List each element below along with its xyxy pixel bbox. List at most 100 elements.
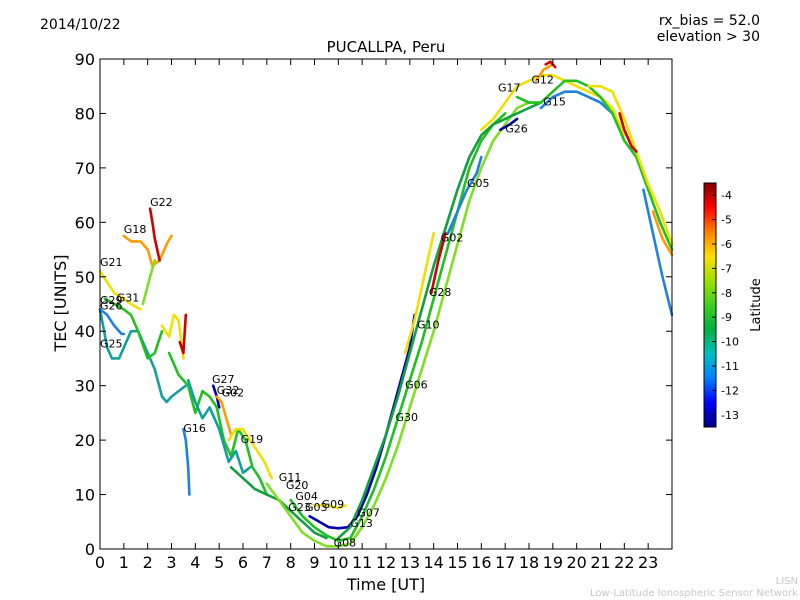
x-tick-label: 2 — [143, 553, 153, 572]
point-label-g23: G23 — [288, 501, 311, 514]
series-line-g17y — [160, 313, 185, 360]
point-label-g04: G04 — [295, 490, 318, 503]
series-line-g02 — [429, 231, 447, 295]
series-line-g06 — [336, 101, 543, 540]
x-tick-label: 15 — [447, 553, 467, 572]
series-line-g32 — [215, 395, 233, 437]
series-line-g22b — [141, 259, 157, 306]
x-tick-label: 7 — [262, 553, 272, 572]
point-label-g06: G06 — [405, 378, 428, 391]
y-tick-label: 40 — [75, 322, 95, 341]
series-line-g29 — [98, 308, 126, 336]
series-line-g18 — [122, 234, 173, 268]
x-tick-label: 6 — [238, 553, 248, 572]
x-tick-label: 12 — [376, 553, 396, 572]
x-tick-label: 13 — [400, 553, 420, 572]
credit-short: LISN — [775, 576, 798, 587]
point-label-g12: G12 — [531, 74, 554, 87]
y-axis-label: TEC [UNITS] — [51, 255, 70, 353]
x-tick-label: 23 — [638, 553, 658, 572]
colorbar-tick-label: -12 — [721, 384, 739, 397]
series-line-gr1 — [178, 313, 188, 355]
rx-bias-label: rx_bias = 52.0 — [658, 13, 760, 29]
x-tick-label: 11 — [352, 553, 372, 572]
point-label-g19: G19 — [241, 433, 264, 446]
series-line-g12 — [534, 63, 555, 83]
point-label-g15: G15 — [543, 95, 566, 108]
point-label-g28: G28 — [429, 286, 452, 299]
colorbar-tick-label: -10 — [721, 336, 739, 349]
y-tick-label: 10 — [75, 486, 95, 505]
y-tick-label: 30 — [75, 377, 95, 396]
point-label-g26: G26 — [100, 299, 123, 312]
x-tick-label: 20 — [566, 553, 586, 572]
point-label-g02: G02 — [441, 231, 464, 244]
y-tick-label: 50 — [75, 268, 95, 287]
point-label-g30: G30 — [396, 411, 419, 424]
point-label-g27: G27 — [212, 373, 235, 386]
colorbar-tick-label: -9 — [721, 311, 732, 324]
series-line-g07 — [308, 313, 416, 530]
series-line-g26 — [499, 117, 519, 132]
point-label-g26: G26 — [505, 123, 528, 136]
series-line-g21 — [98, 269, 142, 311]
point-label-g16: G16 — [183, 422, 206, 435]
series-line-g13 — [289, 112, 507, 543]
y-tick-label: 70 — [75, 159, 95, 178]
point-label-g25: G25 — [100, 338, 123, 351]
elevation-label: elevation > 30 — [656, 29, 760, 45]
point-label-g20: G20 — [286, 479, 309, 492]
x-tick-label: 1 — [119, 553, 129, 572]
series-line-g12r — [544, 60, 557, 69]
colorbar-tick-label: -8 — [721, 287, 732, 300]
point-label-g11: G11 — [279, 471, 302, 484]
x-tick-label: 9 — [309, 553, 319, 572]
colorbar-tick-label: -4 — [721, 189, 732, 202]
x-tick-label: 21 — [590, 553, 610, 572]
x-tick-label: 16 — [471, 553, 491, 572]
series-line-g19 — [227, 427, 273, 480]
colorbar-tick-label: -13 — [721, 409, 739, 422]
colorbar-tick-label: -5 — [721, 214, 732, 227]
x-tick-label: 14 — [423, 553, 443, 572]
x-tick-label: 4 — [190, 553, 200, 572]
point-label-g18: G18 — [124, 223, 147, 236]
plot-area — [98, 60, 674, 548]
y-tick-label: 20 — [75, 431, 95, 450]
series-line-g05 — [446, 155, 483, 235]
colorbar-tick-label: -6 — [721, 238, 732, 251]
credit-long: Low-Latitude Ionospheric Sensor Network — [590, 588, 798, 599]
point-label-g17: G17 — [498, 82, 521, 95]
series-line-gg1 — [515, 79, 674, 251]
x-axis-label: Time [UT] — [346, 575, 425, 594]
point-label-g21: G21 — [100, 256, 123, 269]
x-tick-label: 17 — [495, 553, 515, 572]
point-label-g09: G09 — [322, 498, 345, 511]
series-line-go2 — [651, 210, 674, 257]
y-tick-label: 0 — [85, 540, 95, 559]
point-label-g08: G08 — [334, 536, 357, 549]
series-line-g15 — [539, 90, 614, 115]
series-line-gy2 — [587, 84, 674, 246]
x-tick-label: 18 — [519, 553, 539, 572]
point-label-g05: G05 — [467, 177, 490, 190]
colorbar-tick-label: -7 — [721, 262, 732, 275]
series-line-gb2 — [642, 188, 674, 317]
x-tick-label: 19 — [543, 553, 563, 572]
colorbar-label: Latitude — [749, 278, 764, 332]
point-label-g07: G07 — [357, 506, 380, 519]
x-tick-label: 5 — [214, 553, 224, 572]
series-line-g22 — [148, 207, 161, 262]
y-tick-label: 80 — [75, 104, 95, 123]
point-label-g31: G31 — [117, 291, 140, 304]
x-tick-label: 10 — [328, 553, 348, 572]
x-tick-label: 3 — [166, 553, 176, 572]
series-line-g09 — [313, 504, 347, 510]
point-label-g10: G10 — [417, 319, 440, 332]
series-line-gr2 — [618, 112, 638, 153]
x-tick-label: 22 — [614, 553, 634, 572]
series-line-g31 — [103, 297, 164, 360]
series-line-gm2 — [186, 378, 252, 475]
point-label-g02: G02 — [222, 387, 245, 400]
